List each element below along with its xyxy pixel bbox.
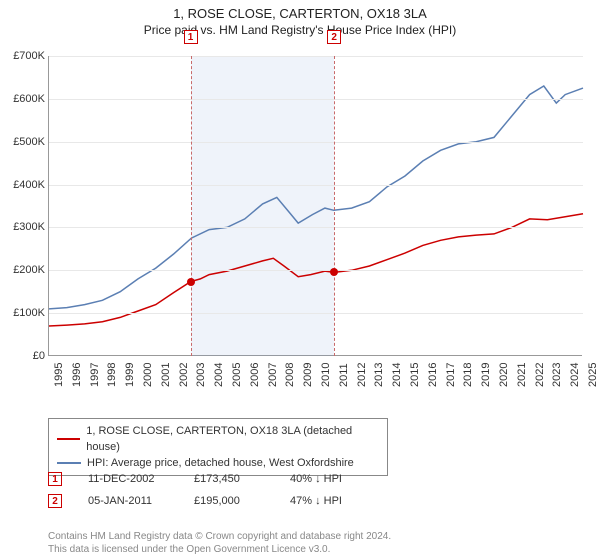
footer: Contains HM Land Registry data © Crown c… bbox=[48, 530, 391, 556]
event-vline bbox=[191, 56, 192, 356]
y-tick-label: £100K bbox=[3, 307, 45, 319]
transactions-table: 1 11-DEC-2002 £173,450 40% ↓ HPI 2 05-JAN-201… bbox=[48, 468, 400, 512]
x-tick-label: 1998 bbox=[106, 363, 118, 387]
y-tick-label: £700K bbox=[3, 50, 45, 62]
x-tick-label: 1999 bbox=[124, 363, 136, 387]
y-tick-label: £600K bbox=[3, 93, 45, 105]
legend-item: 1, ROSE CLOSE, CARTERTON, OX18 3LA (deta… bbox=[57, 423, 379, 455]
x-tick-label: 1995 bbox=[53, 363, 65, 387]
transaction-marker-icon: 2 bbox=[48, 494, 62, 508]
x-tick-label: 2024 bbox=[569, 363, 581, 387]
x-tick-label: 2010 bbox=[320, 363, 332, 387]
title-block: 1, ROSE CLOSE, CARTERTON, OX18 3LA Price… bbox=[0, 0, 600, 39]
x-tick-label: 2021 bbox=[516, 363, 528, 387]
x-tick-label: 2008 bbox=[284, 363, 296, 387]
x-tick-label: 2022 bbox=[534, 363, 546, 387]
transaction-price: £195,000 bbox=[194, 495, 264, 507]
event-vline bbox=[334, 56, 335, 356]
x-tick-label: 1997 bbox=[89, 363, 101, 387]
transaction-delta: 40% ↓ HPI bbox=[290, 473, 400, 485]
transaction-date: 11-DEC-2002 bbox=[88, 473, 168, 485]
x-tick-label: 2020 bbox=[498, 363, 510, 387]
legend-swatch bbox=[57, 438, 80, 440]
transaction-marker-icon: 1 bbox=[48, 472, 62, 486]
x-tick-label: 2013 bbox=[373, 363, 385, 387]
transaction-delta: 47% ↓ HPI bbox=[290, 495, 400, 507]
footer-line1: Contains HM Land Registry data © Crown c… bbox=[48, 530, 391, 543]
transaction-row: 2 05-JAN-2011 £195,000 47% ↓ HPI bbox=[48, 490, 400, 512]
x-tick-label: 2006 bbox=[249, 363, 261, 387]
plot-area: £0£100K£200K£300K£400K£500K£600K£700K199… bbox=[48, 56, 582, 356]
footer-line2: This data is licensed under the Open Gov… bbox=[48, 543, 391, 556]
x-tick-label: 1996 bbox=[71, 363, 83, 387]
x-tick-label: 2018 bbox=[462, 363, 474, 387]
line-layer bbox=[49, 56, 583, 356]
title-sub: Price paid vs. HM Land Registry's House … bbox=[0, 23, 600, 37]
x-tick-label: 2016 bbox=[427, 363, 439, 387]
transaction-row: 1 11-DEC-2002 £173,450 40% ↓ HPI bbox=[48, 468, 400, 490]
y-tick-label: £500K bbox=[3, 136, 45, 148]
legend-swatch bbox=[57, 462, 81, 464]
marker-box: 1 bbox=[184, 30, 198, 44]
y-tick-label: £300K bbox=[3, 221, 45, 233]
x-tick-label: 2007 bbox=[267, 363, 279, 387]
transaction-date: 05-JAN-2011 bbox=[88, 495, 168, 507]
x-tick-label: 2014 bbox=[391, 363, 403, 387]
x-tick-label: 2000 bbox=[142, 363, 154, 387]
x-tick-label: 2012 bbox=[356, 363, 368, 387]
x-tick-label: 2017 bbox=[445, 363, 457, 387]
chart-container: 1, ROSE CLOSE, CARTERTON, OX18 3LA Price… bbox=[0, 0, 600, 560]
chart-area: £0£100K£200K£300K£400K£500K£600K£700K199… bbox=[48, 56, 582, 376]
marker-dot bbox=[187, 278, 195, 286]
y-tick-label: £200K bbox=[3, 264, 45, 276]
x-tick-label: 2003 bbox=[195, 363, 207, 387]
title-main: 1, ROSE CLOSE, CARTERTON, OX18 3LA bbox=[0, 6, 600, 21]
x-tick-label: 2019 bbox=[480, 363, 492, 387]
series-hpi bbox=[49, 86, 583, 309]
x-tick-label: 2005 bbox=[231, 363, 243, 387]
marker-box: 2 bbox=[327, 30, 341, 44]
marker-dot bbox=[330, 268, 338, 276]
transaction-price: £173,450 bbox=[194, 473, 264, 485]
x-tick-label: 2009 bbox=[302, 363, 314, 387]
y-tick-label: £0 bbox=[3, 350, 45, 362]
y-tick-label: £400K bbox=[3, 179, 45, 191]
x-tick-label: 2002 bbox=[178, 363, 190, 387]
legend-label: 1, ROSE CLOSE, CARTERTON, OX18 3LA (deta… bbox=[86, 423, 379, 455]
x-tick-label: 2023 bbox=[551, 363, 563, 387]
x-tick-label: 2025 bbox=[587, 363, 599, 387]
x-tick-label: 2004 bbox=[213, 363, 225, 387]
x-tick-label: 2015 bbox=[409, 363, 421, 387]
x-tick-label: 2001 bbox=[160, 363, 172, 387]
x-tick-label: 2011 bbox=[338, 363, 350, 387]
